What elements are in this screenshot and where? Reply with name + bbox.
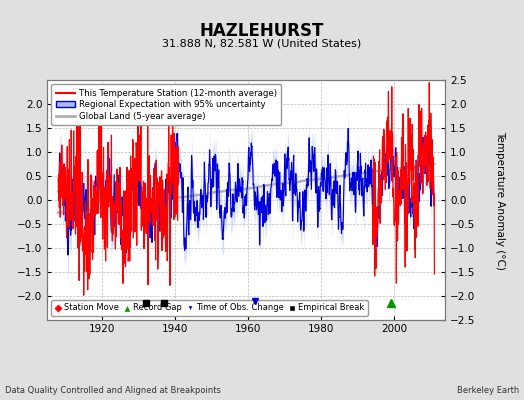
Y-axis label: Temperature Anomaly (°C): Temperature Anomaly (°C) [495,130,505,270]
Text: Berkeley Earth: Berkeley Earth [456,386,519,395]
Text: HAZLEHURST: HAZLEHURST [200,22,324,40]
Text: 31.888 N, 82.581 W (United States): 31.888 N, 82.581 W (United States) [162,38,362,48]
Text: Data Quality Controlled and Aligned at Breakpoints: Data Quality Controlled and Aligned at B… [5,386,221,395]
Legend: Station Move, Record Gap, Time of Obs. Change, Empirical Break: Station Move, Record Gap, Time of Obs. C… [51,300,368,316]
